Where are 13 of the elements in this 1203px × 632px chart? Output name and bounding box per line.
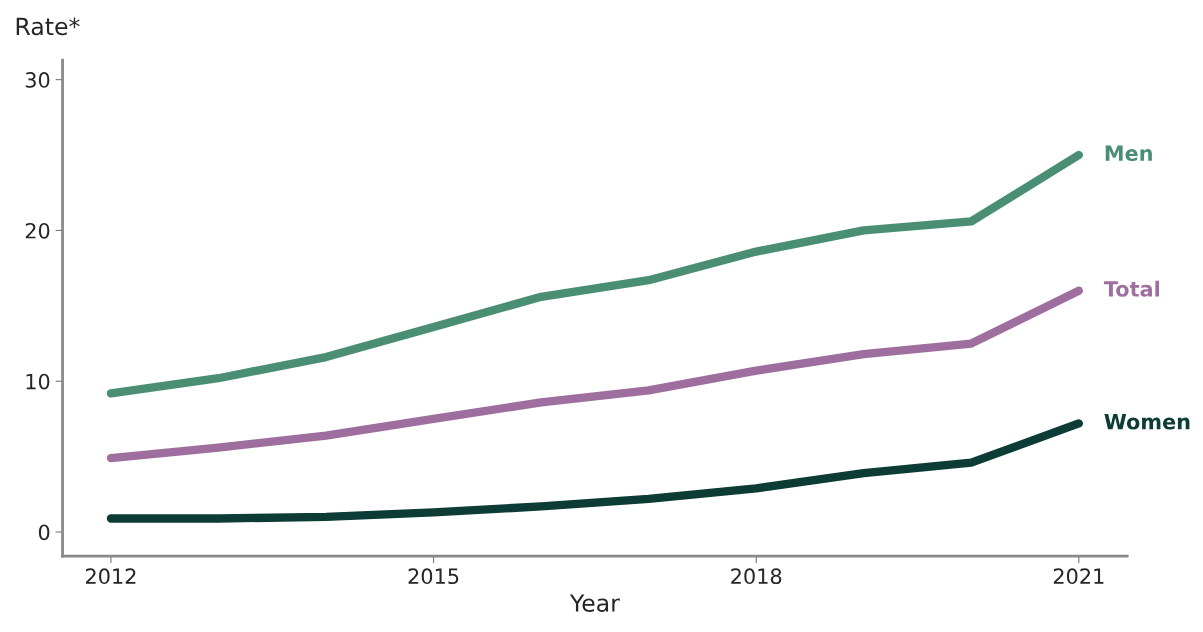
x-axis-title: Year — [569, 594, 620, 612]
x-tick-label: 2021 — [1053, 568, 1104, 585]
y-axis-title: Rate* — [16, 17, 80, 36]
x-tick-label: 2018 — [731, 568, 782, 585]
y-tick-label: 0 — [38, 524, 50, 541]
y-tick-label: 10 — [26, 373, 50, 390]
x-tick-label: 2015 — [408, 568, 459, 585]
series-label: Total — [1103, 280, 1159, 297]
y-tick-label: 20 — [25, 222, 50, 239]
y-tick-label: 30 — [25, 72, 50, 88]
series-label: Men — [1105, 145, 1152, 162]
x-tick-label: 2012 — [85, 568, 136, 585]
series-label: Women — [1104, 414, 1190, 430]
